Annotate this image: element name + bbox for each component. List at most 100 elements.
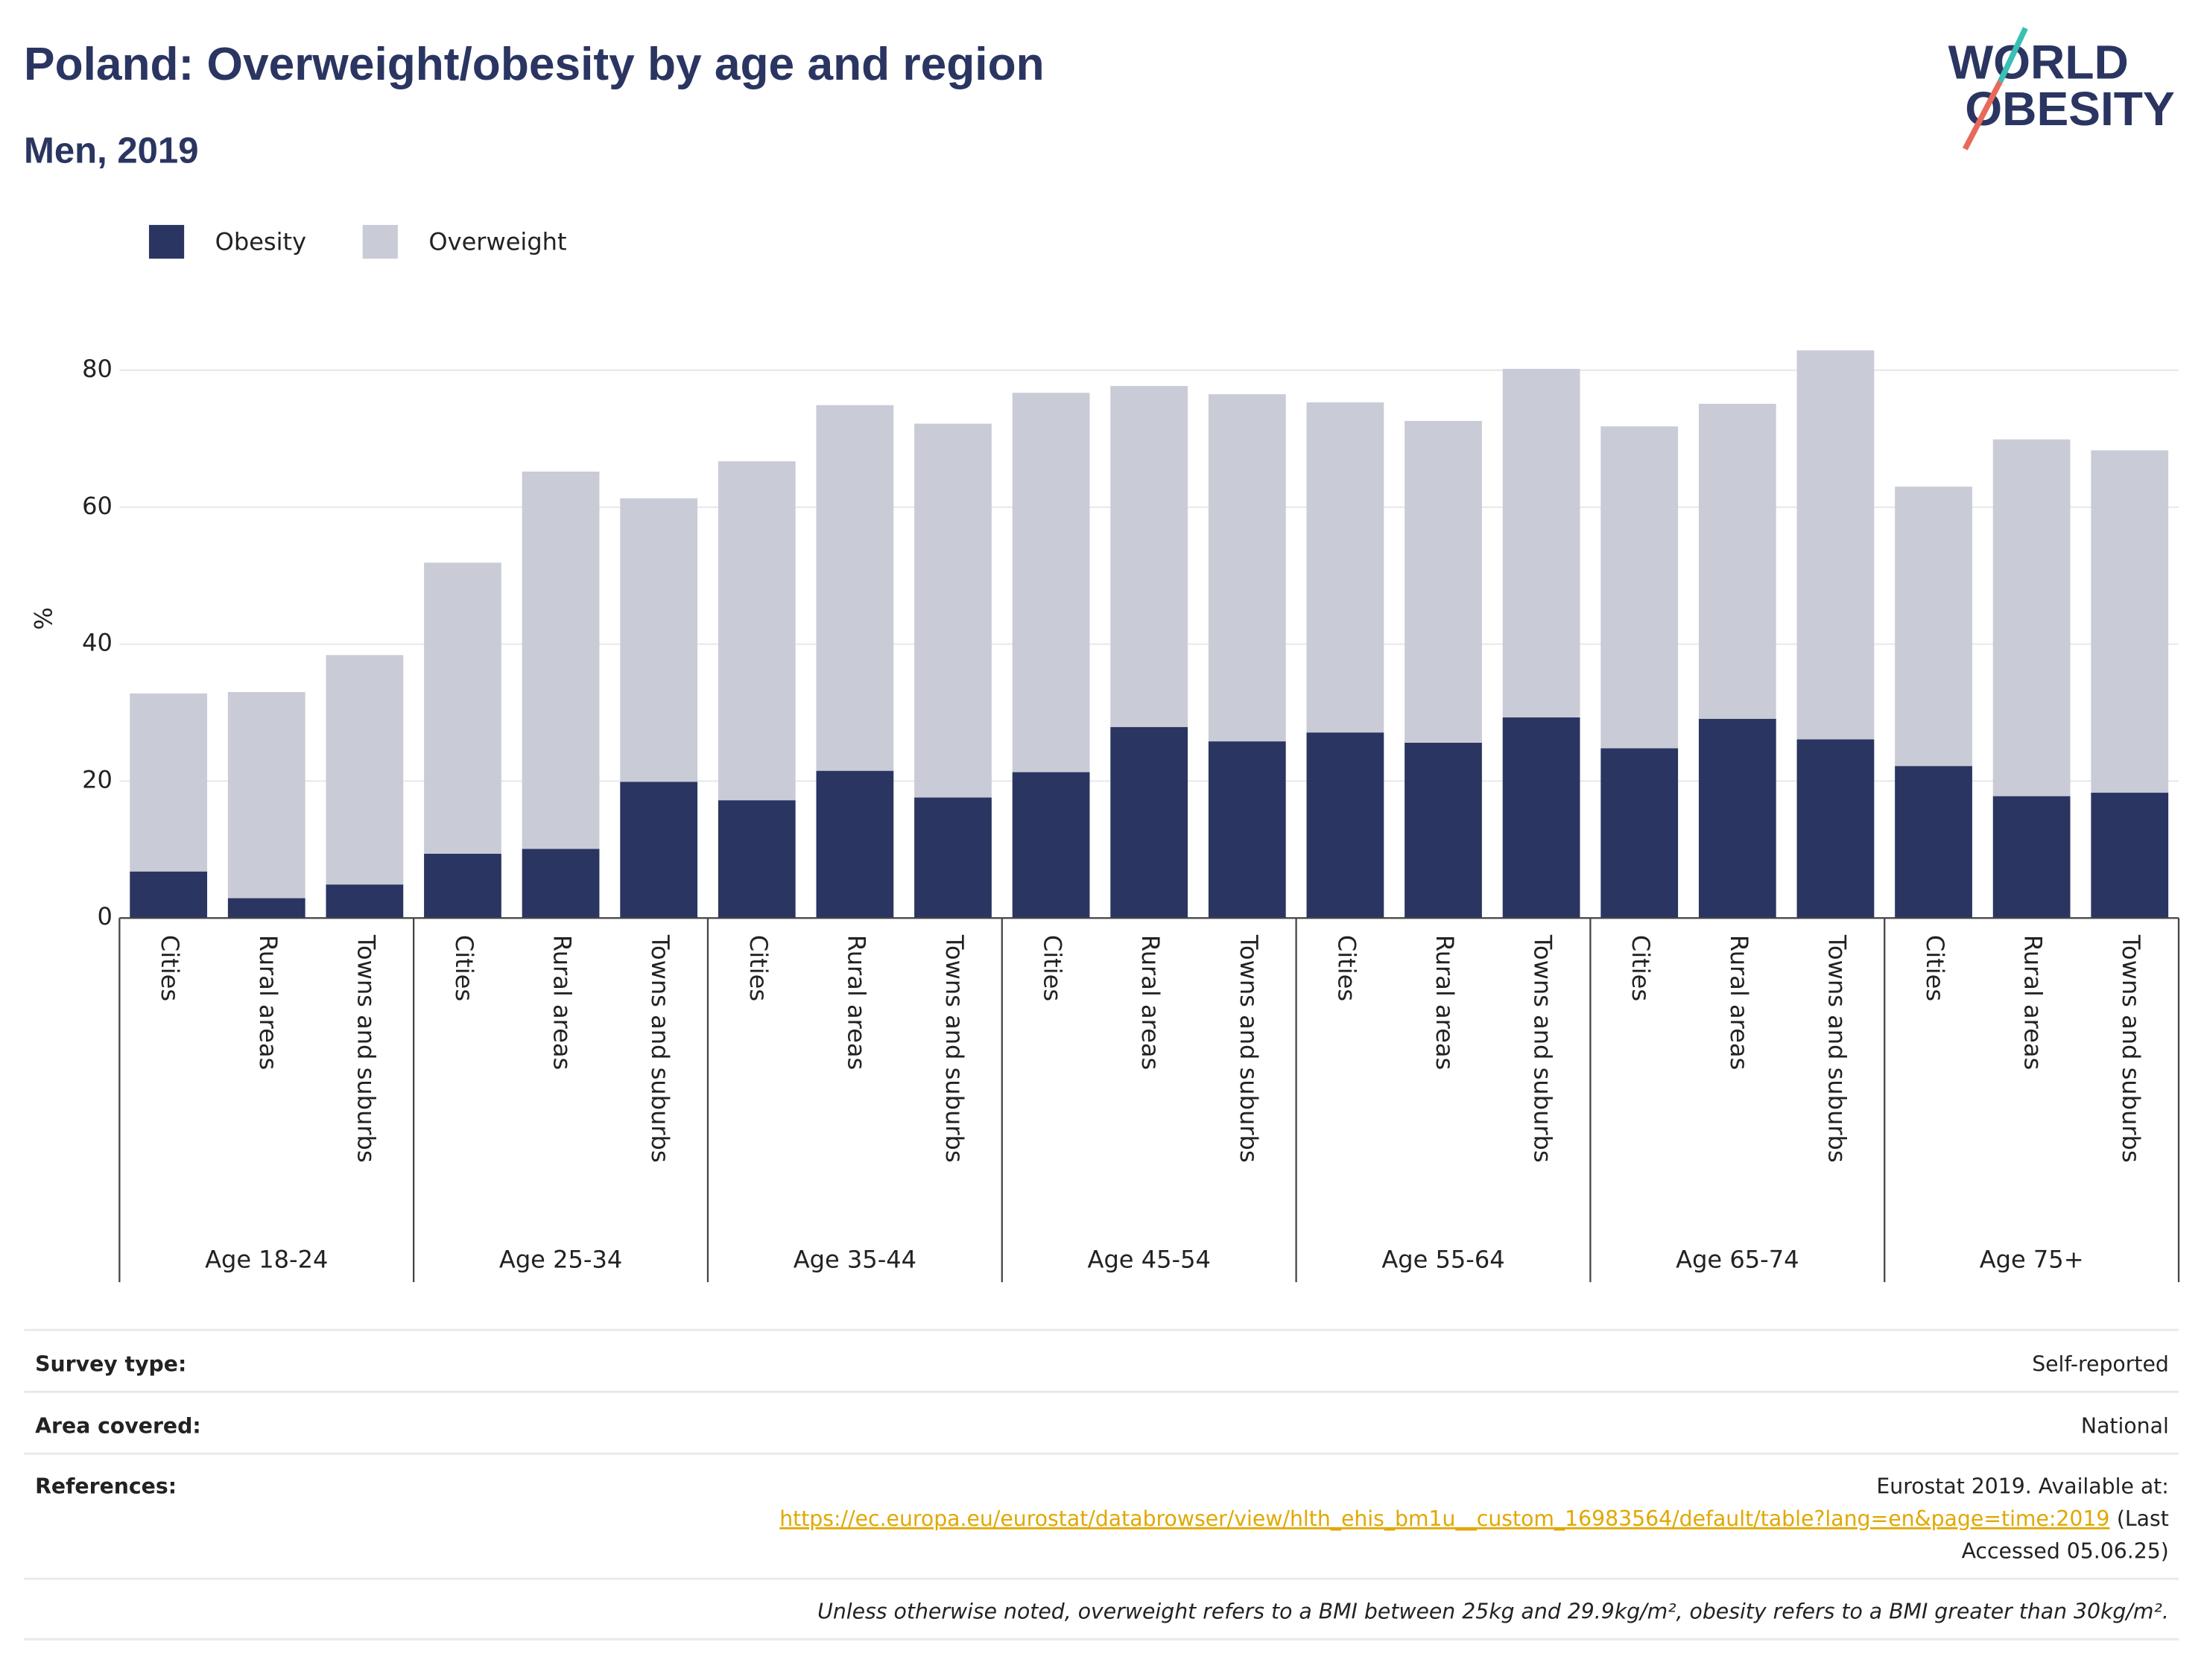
- bar-segment: [1306, 402, 1384, 733]
- x-tick-label: Towns and suburbs: [2117, 934, 2145, 1163]
- bar-segment: [130, 871, 208, 919]
- bar-segment: [620, 498, 698, 782]
- bar-segment: [718, 461, 796, 801]
- x-tick-label: Rural areas: [1725, 935, 1753, 1070]
- bar-segment: [914, 423, 992, 798]
- bar-segment: [1796, 739, 1875, 919]
- legend-label: Overweight: [428, 227, 566, 256]
- footer-value: National: [2081, 1413, 2169, 1438]
- logo: WORLD OBESITY: [1948, 27, 2175, 150]
- bar-segment: [816, 405, 894, 771]
- bar-segment: [1502, 717, 1580, 919]
- bar-segment: [914, 797, 992, 919]
- x-tick-label: Towns and suburbs: [1823, 934, 1851, 1163]
- x-tick-label: Rural areas: [1136, 935, 1165, 1070]
- x-tick-label: Cities: [156, 935, 184, 1001]
- x-tick-label: Cities: [744, 935, 773, 1001]
- bar-segment: [1698, 718, 1776, 919]
- bar-segment: [424, 562, 501, 854]
- reference-link[interactable]: https://ec.europa.eu/eurostat/databrowse…: [779, 1506, 2109, 1531]
- reference-text: Eurostat 2019. Available at:: [1876, 1474, 2168, 1498]
- y-axis-label: %: [29, 607, 57, 630]
- bar-segment: [1012, 772, 1090, 919]
- bar-segment: [816, 770, 894, 919]
- bar-segment: [1208, 394, 1286, 742]
- bar-segment: [1110, 386, 1188, 727]
- footer-label: References:: [35, 1474, 177, 1498]
- x-tick-label: Towns and suburbs: [1235, 934, 1263, 1163]
- footer-value: Self-reported: [2032, 1351, 2169, 1376]
- logo-slash: [1962, 80, 2003, 150]
- footer-label: Area covered:: [35, 1413, 201, 1438]
- group-label: Age 75+: [1980, 1246, 2084, 1274]
- bar-segment: [326, 884, 404, 919]
- group-label: Age 45-54: [1088, 1246, 1211, 1274]
- footer: Survey type: Self-reported Area covered: Na…: [24, 1328, 2179, 1641]
- reference-text: (Last: [2117, 1506, 2169, 1531]
- bar-segment: [522, 471, 600, 849]
- x-tick-label: Cities: [1039, 935, 1067, 1001]
- x-tick-label: Rural areas: [842, 935, 870, 1070]
- legend-swatch: [362, 224, 398, 259]
- bar-segment: [130, 693, 208, 872]
- footnote: Unless otherwise noted, overweight refer…: [817, 1599, 2169, 1623]
- x-tick-label: Towns and suburbs: [646, 934, 674, 1163]
- bar-segment: [1012, 393, 1090, 773]
- x-tick-label: Rural areas: [1431, 935, 1459, 1070]
- x-tick-label: Cities: [1921, 935, 1949, 1001]
- group-label: Age 65-74: [1676, 1246, 1799, 1274]
- y-tick-label: 20: [82, 765, 113, 793]
- bar-segment: [1992, 439, 2071, 796]
- group-label: Age 55-64: [1381, 1246, 1504, 1274]
- bar-segment: [1600, 426, 1679, 749]
- y-tick-label: 0: [98, 902, 113, 931]
- bar-segment: [1895, 486, 1972, 767]
- x-tick-label: Rural areas: [2019, 935, 2048, 1070]
- bar-segment: [2091, 450, 2169, 793]
- x-tick-label: Cities: [1332, 935, 1361, 1001]
- bar-segment: [1600, 748, 1679, 919]
- chart-title: Poland: Overweight/obesity by age and re…: [24, 39, 1045, 90]
- x-tick-label: Rural areas: [254, 935, 282, 1070]
- bar-segment: [1796, 350, 1875, 740]
- bar-segment: [1405, 742, 1482, 919]
- group-label: Age 18-24: [205, 1246, 328, 1274]
- logo-text: WORLD: [1948, 36, 2129, 89]
- bar-segment: [227, 898, 305, 919]
- bar-segment: [1208, 741, 1286, 919]
- x-tick-label: Cities: [450, 935, 478, 1001]
- footer-label: Survey type:: [35, 1351, 186, 1376]
- y-tick-label: 40: [82, 629, 113, 657]
- bar-segment: [522, 849, 600, 919]
- reference-line: https://ec.europa.eu/eurostat/databrowse…: [779, 1506, 2169, 1531]
- x-tick-label: Towns and suburbs: [1529, 934, 1557, 1163]
- group-label: Age 25-34: [499, 1246, 622, 1274]
- y-tick-label: 80: [82, 355, 113, 383]
- bar-segment: [1502, 369, 1580, 717]
- bar-segment: [227, 691, 305, 898]
- bar-segment: [326, 655, 404, 885]
- bar-segment: [1306, 732, 1384, 919]
- group-label: Age 35-44: [794, 1246, 916, 1274]
- bar-segment: [1405, 420, 1482, 743]
- bar-segment: [620, 782, 698, 919]
- logo-text: OBESITY: [1965, 82, 2174, 136]
- chart-subtitle: Men, 2019: [24, 131, 198, 171]
- bar-segment: [1895, 766, 1972, 919]
- bar-segment: [1698, 403, 1776, 719]
- x-tick-label: Cities: [1627, 935, 1655, 1001]
- bar-segment: [1992, 796, 2071, 919]
- x-tick-label: Towns and suburbs: [940, 934, 969, 1163]
- bar-segment: [718, 800, 796, 919]
- bar-segment: [1110, 726, 1188, 919]
- bar-segment: [424, 853, 501, 919]
- legend-swatch: [148, 224, 185, 259]
- x-tick-label: Towns and suburbs: [352, 934, 380, 1163]
- y-tick-label: 60: [82, 492, 113, 520]
- bar-segment: [2091, 793, 2169, 919]
- reference-text: Accessed 05.06.25): [1962, 1538, 2169, 1563]
- logo-slash: [1998, 27, 2028, 83]
- x-tick-label: Rural areas: [548, 935, 577, 1070]
- legend-label: Obesity: [215, 227, 306, 256]
